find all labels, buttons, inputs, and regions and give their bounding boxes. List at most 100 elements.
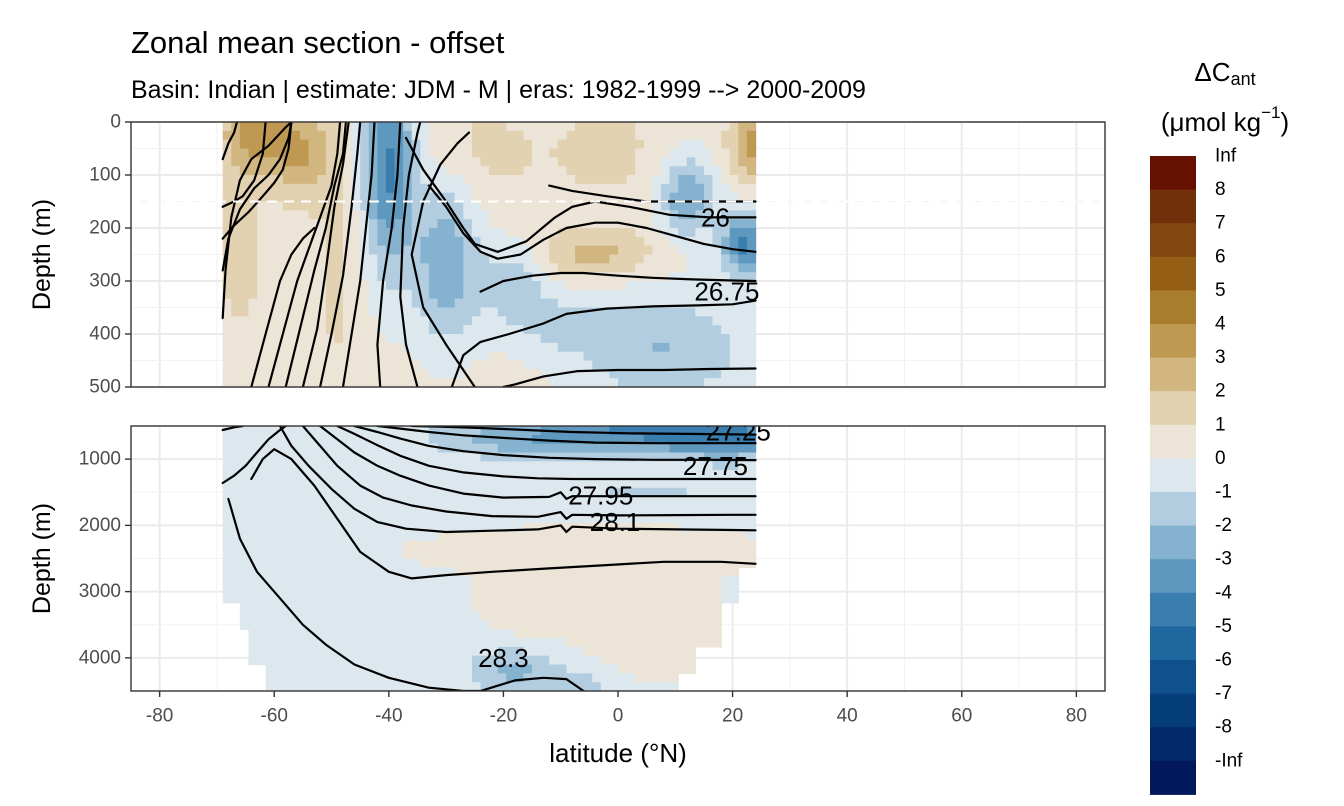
heatmap-cell	[660, 166, 671, 176]
heatmap-cell	[618, 602, 628, 613]
heatmap-cell	[308, 192, 318, 203]
heatmap-cell	[308, 496, 318, 507]
heatmap-cell	[377, 369, 387, 379]
heatmap-cell	[377, 228, 387, 238]
heatmap-cell	[712, 523, 722, 533]
heatmap-cell	[557, 325, 568, 335]
heatmap-cell	[609, 549, 619, 560]
heatmap-cell	[746, 443, 757, 454]
heatmap-cell	[721, 558, 731, 569]
heatmap-cell	[532, 219, 542, 229]
heatmap-cell	[360, 620, 370, 630]
heatmap-cell	[609, 638, 619, 648]
heatmap-cell	[308, 148, 318, 159]
heatmap-cell	[678, 470, 688, 480]
heatmap-cell	[635, 611, 645, 622]
x-tick-label: 80	[1066, 706, 1087, 727]
heatmap-cell	[420, 139, 430, 150]
y-axis-label: Depth (m)	[28, 503, 56, 614]
heatmap-cell	[282, 638, 293, 648]
heatmap-cell	[489, 342, 499, 353]
heatmap-cell	[248, 549, 258, 560]
heatmap-cell	[583, 289, 593, 300]
heatmap-cell	[428, 426, 439, 436]
heatmap-cell	[222, 289, 232, 300]
heatmap-cell	[334, 219, 344, 229]
contour-label: 27.95	[568, 481, 633, 511]
contour-label: 26.75	[694, 277, 759, 307]
heatmap-cell	[248, 505, 258, 516]
heatmap-cell	[480, 157, 490, 167]
heatmap-cell	[549, 236, 559, 247]
heatmap-cell	[738, 236, 748, 247]
heatmap-cell	[652, 470, 662, 480]
heatmap-cell	[300, 602, 310, 613]
heatmap-cell	[420, 558, 430, 569]
heatmap-cell	[618, 646, 628, 657]
heatmap-cell	[660, 281, 671, 291]
heatmap-cell	[265, 576, 275, 586]
heatmap-cell	[540, 307, 550, 318]
heatmap-cell	[428, 646, 439, 657]
heatmap-cell	[403, 148, 413, 159]
heatmap-cell	[222, 523, 232, 533]
heatmap-cell	[265, 342, 275, 353]
heatmap-cell	[480, 664, 490, 675]
heatmap-cell	[411, 263, 422, 273]
heatmap-cell	[497, 360, 507, 371]
heatmap-cell	[695, 201, 705, 212]
heatmap-cell	[738, 378, 748, 387]
heatmap-cell	[626, 514, 636, 524]
heatmap-cell	[463, 470, 473, 480]
heatmap-cell	[351, 682, 361, 691]
heatmap-cell	[403, 602, 413, 613]
heatmap-cell	[437, 130, 447, 141]
legend-color-swatch	[1150, 256, 1196, 291]
heatmap-cell	[239, 272, 250, 282]
heatmap-cell	[721, 496, 731, 507]
heatmap-cell	[471, 479, 482, 489]
heatmap-cell	[703, 523, 714, 533]
heatmap-cell	[360, 130, 370, 141]
heatmap-cell	[532, 175, 542, 185]
heatmap-cell	[222, 272, 232, 282]
heatmap-cell	[566, 298, 576, 309]
heatmap-cell	[342, 175, 353, 185]
heatmap-cell	[428, 183, 439, 194]
heatmap-cell	[454, 245, 464, 256]
heatmap-cell	[239, 558, 250, 569]
heatmap-cell	[463, 148, 473, 159]
y-tick-label: 300	[89, 271, 121, 292]
heatmap-cell	[514, 263, 525, 273]
heatmap-cell	[514, 219, 525, 229]
heatmap-cell	[703, 219, 714, 229]
heatmap-cell	[394, 638, 404, 648]
heatmap-cell	[403, 219, 413, 229]
heatmap-cell	[489, 289, 499, 300]
heatmap-cell	[678, 540, 688, 551]
heatmap-cell	[635, 576, 645, 586]
heatmap-cell	[643, 682, 654, 691]
heatmap-cell	[463, 183, 473, 194]
heatmap-cell	[532, 281, 542, 291]
heatmap-cell	[308, 673, 318, 683]
heatmap-cell	[669, 378, 679, 387]
heatmap-cell	[274, 228, 284, 238]
heatmap-cell	[463, 426, 473, 436]
heatmap-cell	[721, 378, 731, 387]
heatmap-cell	[712, 505, 722, 516]
heatmap-cell	[248, 514, 258, 524]
heatmap-cell	[377, 263, 387, 273]
heatmap-cell	[291, 245, 301, 256]
heatmap-cell	[446, 585, 456, 595]
heatmap-cell	[317, 342, 327, 353]
heatmap-cell	[566, 281, 576, 291]
heatmap-cell	[549, 298, 559, 309]
heatmap-cell	[360, 629, 370, 639]
heatmap-cell	[575, 487, 585, 498]
heatmap-cell	[394, 378, 404, 387]
heatmap-cell	[257, 426, 267, 436]
heatmap-cell	[686, 263, 697, 273]
heatmap-cell	[231, 130, 241, 141]
heatmap-cell	[489, 487, 499, 498]
